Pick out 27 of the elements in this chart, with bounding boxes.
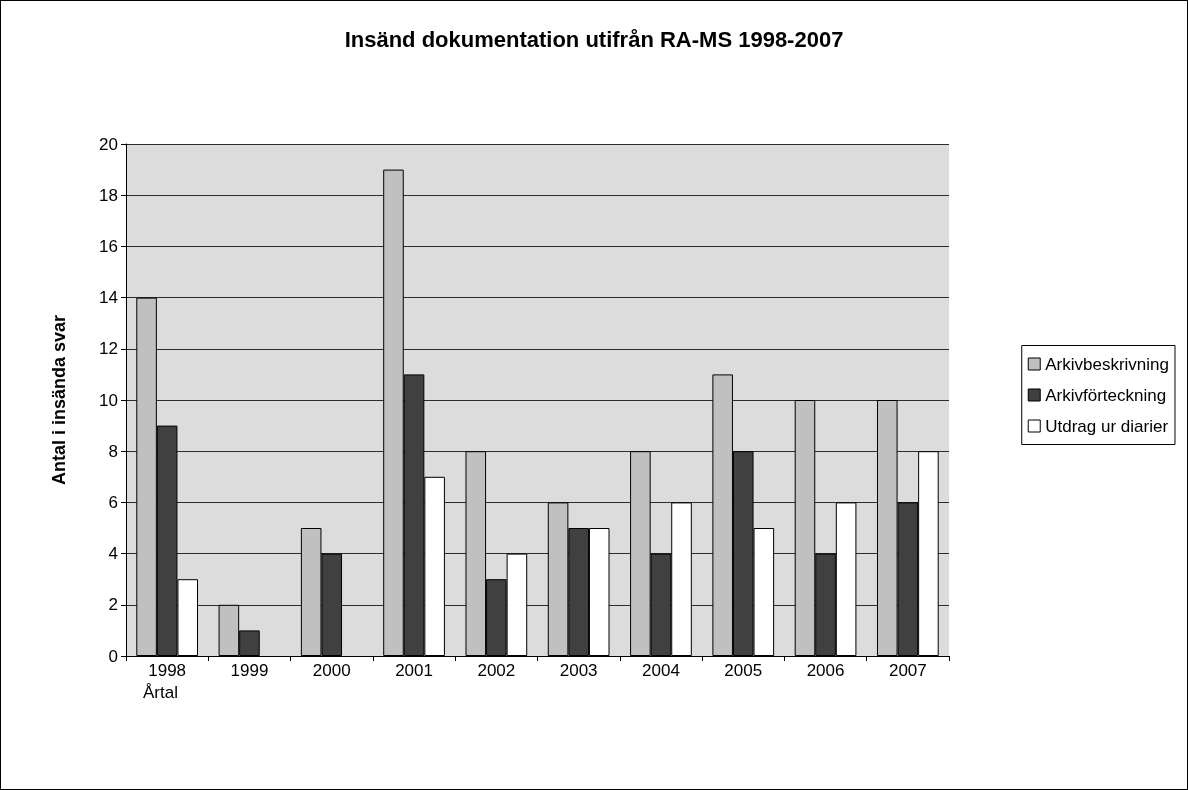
x-tick-label: 2006 [806,661,845,680]
y-tick-label: 8 [108,441,118,461]
x-tick-label: 1999 [230,661,269,680]
x-tick-label: 2002 [477,661,516,680]
legend-label: Arkivförteckning [1045,385,1167,405]
x-tick-label: 1998 [148,661,187,680]
y-tick-label: 10 [99,390,118,410]
y-tick-label: 12 [99,339,118,359]
x-axis-title: Årtal [143,683,178,702]
y-tick-label: 18 [99,185,118,205]
y-tick-label: 16 [99,236,118,256]
y-tick-label: 6 [108,492,118,512]
y-tick-label: 4 [108,544,118,564]
x-tick-label: 2005 [724,661,763,680]
y-tick-label: 20 [99,134,118,154]
legend-label: Arkivbeskrivning [1045,354,1169,374]
chart-title: Insänd dokumentation utifrån RA-MS 1998-2007 [344,26,844,52]
y-tick-label: 2 [108,595,118,615]
y-tick-label: 14 [99,288,118,308]
x-tick-label: 2007 [888,661,927,680]
legend-label: Utdrag ur diarier [1045,416,1169,436]
y-tick-label: 0 [108,646,118,666]
y-axis-title: Antal i insända svar [49,314,69,486]
x-tick-label: 2001 [395,661,433,680]
x-tick-label: 2000 [312,661,351,680]
x-tick-label: 2003 [559,661,598,680]
x-tick-label: 2004 [642,661,680,680]
